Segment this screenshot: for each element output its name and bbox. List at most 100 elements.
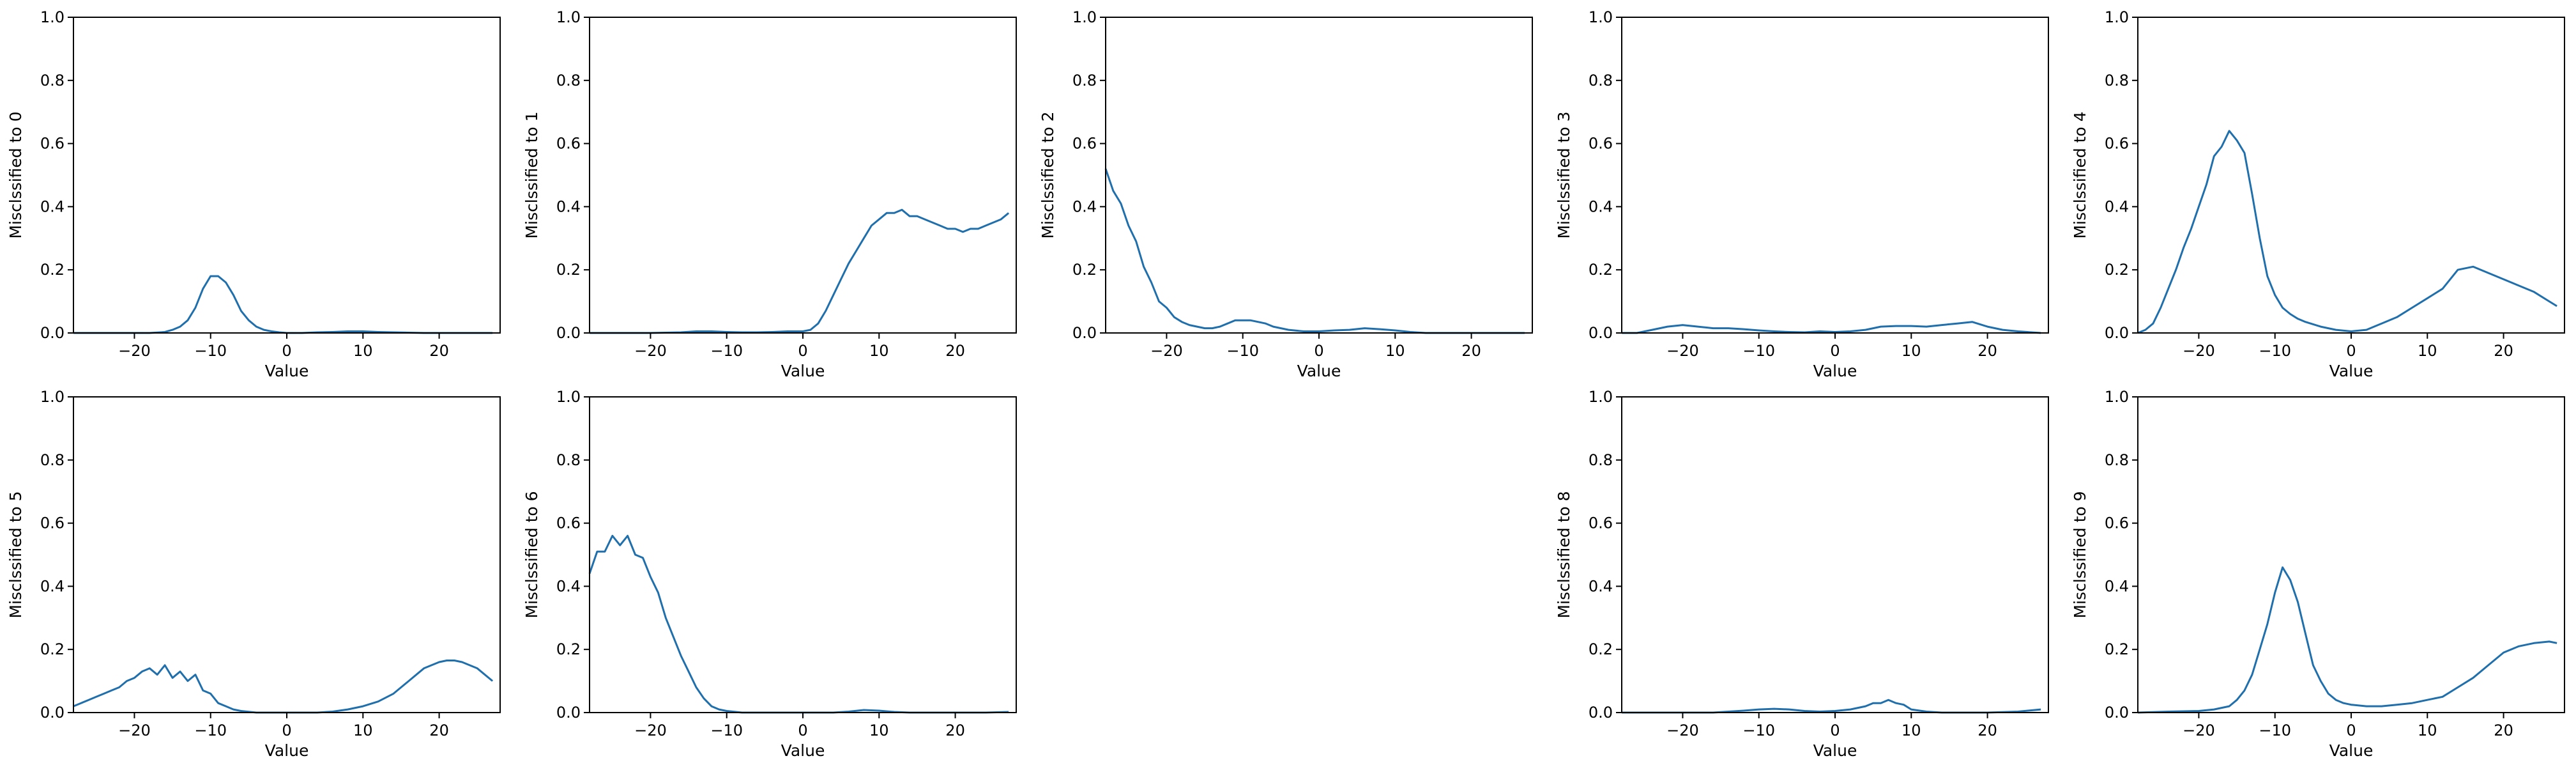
y-tick-label: 0.6 — [1589, 135, 1613, 153]
y-tick-label: 0.2 — [2105, 261, 2129, 279]
series-line — [1622, 321, 2041, 334]
series-line — [588, 534, 1009, 714]
y-tick-label: 0.6 — [40, 135, 65, 153]
y-axis-label: Misclssified to 5 — [6, 491, 25, 618]
y-tick-label: 0.4 — [40, 197, 65, 215]
series-line — [1104, 168, 1525, 334]
x-tick-label: −20 — [634, 342, 667, 360]
subplot-8: −20 −10 0 10 20 0.0 0.2 0.4 0.6 0.8 1.0 Value Miscls… — [2071, 388, 2565, 760]
y-tick-label: 1.0 — [1589, 388, 1613, 406]
x-tick-label: 0 — [2346, 342, 2356, 360]
x-axis-label: Value — [1813, 741, 1857, 760]
x-tick-label: −20 — [634, 722, 667, 739]
x-tick-label: 20 — [1461, 342, 1481, 360]
axes-frame — [589, 17, 1017, 334]
y-tick-label: 0.6 — [40, 514, 65, 532]
x-tick-label: 10 — [2418, 722, 2437, 739]
y-tick-label: 0.0 — [40, 704, 65, 722]
y-tick-label: 0.6 — [556, 514, 581, 532]
y-axis-label: Misclssified to 4 — [2071, 111, 2089, 238]
y-tick-label: 0.4 — [40, 577, 65, 595]
y-tick-label: 0.0 — [2105, 704, 2129, 722]
y-tick-label: 1.0 — [2105, 8, 2129, 26]
y-tick-label: 0.0 — [1589, 324, 1613, 342]
y-tick-label: 0.8 — [40, 72, 65, 89]
y-tick-label: 0.8 — [40, 451, 65, 469]
x-tick-label: 10 — [869, 722, 889, 739]
x-tick-label: 0 — [798, 722, 807, 739]
axes-frame — [2137, 17, 2565, 334]
y-tick-label: 1.0 — [40, 388, 65, 406]
x-tick-label: 0 — [1830, 342, 1840, 360]
x-tick-label: −20 — [1666, 342, 1699, 360]
x-axis-label: Value — [781, 741, 825, 760]
y-tick-label: 0.4 — [556, 197, 581, 215]
x-tick-label: −10 — [1742, 722, 1775, 739]
x-tick-label: 20 — [429, 722, 449, 739]
x-tick-label: −20 — [118, 722, 151, 739]
y-tick-label: 0.4 — [2105, 197, 2129, 215]
x-tick-label: −10 — [2259, 342, 2291, 360]
subplot-2: −20 −10 0 10 20 0.0 0.2 0.4 0.6 0.8 1.0 Value Miscls… — [1039, 8, 1533, 380]
y-tick-label: 0.0 — [556, 704, 581, 722]
series-line — [2137, 566, 2557, 714]
subplot-7: −20 −10 0 10 20 0.0 0.2 0.4 0.6 0.8 1.0 Value Miscls… — [1555, 388, 2049, 760]
y-axis-label: Misclssified to 3 — [1555, 111, 1573, 238]
y-axis-label: Misclssified to 2 — [1039, 111, 1057, 238]
y-tick-label: 0.4 — [2105, 577, 2129, 595]
x-tick-label: 0 — [798, 342, 807, 360]
x-tick-label: −20 — [2183, 342, 2215, 360]
x-tick-label: 20 — [1978, 722, 1997, 739]
axes-frame — [1105, 17, 1533, 334]
y-tick-label: 0.2 — [40, 640, 65, 658]
y-tick-label: 0.0 — [2105, 324, 2129, 342]
series-line — [73, 275, 493, 334]
x-tick-label: 10 — [2418, 342, 2437, 360]
y-tick-label: 0.8 — [1589, 451, 1613, 469]
x-axis-label: Value — [1297, 362, 1341, 380]
y-tick-label: 0.6 — [2105, 135, 2129, 153]
x-tick-label: −10 — [194, 722, 227, 739]
x-tick-label: 10 — [869, 342, 889, 360]
subplot-3: −20 −10 0 10 20 0.0 0.2 0.4 0.6 0.8 1.0 Value Miscls… — [1555, 8, 2049, 380]
subplot-6: −20 −10 0 10 20 0.0 0.2 0.4 0.6 0.8 1.0 Value Miscls… — [522, 388, 1017, 760]
x-tick-label: −10 — [1226, 342, 1259, 360]
y-tick-label: 0.2 — [556, 640, 581, 658]
x-tick-label: 20 — [2494, 342, 2513, 360]
y-tick-label: 0.2 — [1589, 261, 1613, 279]
subplot-0: −20 −10 0 10 20 0.0 0.2 0.4 0.6 0.8 1.0 Value Miscls… — [6, 8, 501, 380]
x-tick-label: 10 — [353, 342, 373, 360]
y-tick-label: 0.6 — [556, 135, 581, 153]
x-tick-label: −10 — [194, 342, 227, 360]
y-tick-label: 0.0 — [1072, 324, 1097, 342]
y-tick-label: 1.0 — [1589, 8, 1613, 26]
y-tick-label: 0.8 — [2105, 451, 2129, 469]
y-tick-label: 0.2 — [1589, 640, 1613, 658]
y-tick-label: 0.8 — [556, 451, 581, 469]
y-tick-label: 0.0 — [1589, 704, 1613, 722]
axes-frame — [589, 396, 1017, 713]
y-tick-label: 0.4 — [1072, 197, 1097, 215]
y-tick-label: 0.8 — [1589, 72, 1613, 89]
subplot-1: −20 −10 0 10 20 0.0 0.2 0.4 0.6 0.8 1.0 Value Miscls… — [522, 8, 1017, 380]
y-tick-label: 1.0 — [1072, 8, 1097, 26]
x-tick-label: −10 — [710, 342, 743, 360]
x-tick-label: −20 — [1666, 722, 1699, 739]
y-tick-label: 0.0 — [556, 324, 581, 342]
y-tick-label: 0.2 — [556, 261, 581, 279]
x-tick-label: 20 — [945, 722, 965, 739]
y-tick-label: 1.0 — [40, 8, 65, 26]
y-tick-label: 1.0 — [556, 8, 581, 26]
y-tick-label: 0.8 — [556, 72, 581, 89]
y-tick-label: 0.4 — [1589, 197, 1613, 215]
y-tick-label: 0.6 — [1072, 135, 1097, 153]
y-tick-label: 0.6 — [2105, 514, 2129, 532]
y-tick-label: 0.6 — [1589, 514, 1613, 532]
x-tick-label: 10 — [353, 722, 373, 739]
x-tick-label: 10 — [1385, 342, 1405, 360]
y-tick-label: 1.0 — [556, 388, 581, 406]
x-tick-label: 10 — [1902, 342, 1921, 360]
y-tick-label: 0.8 — [1072, 72, 1097, 89]
y-axis-label: Misclssified to 8 — [1555, 491, 1573, 618]
x-tick-label: 10 — [1902, 722, 1921, 739]
